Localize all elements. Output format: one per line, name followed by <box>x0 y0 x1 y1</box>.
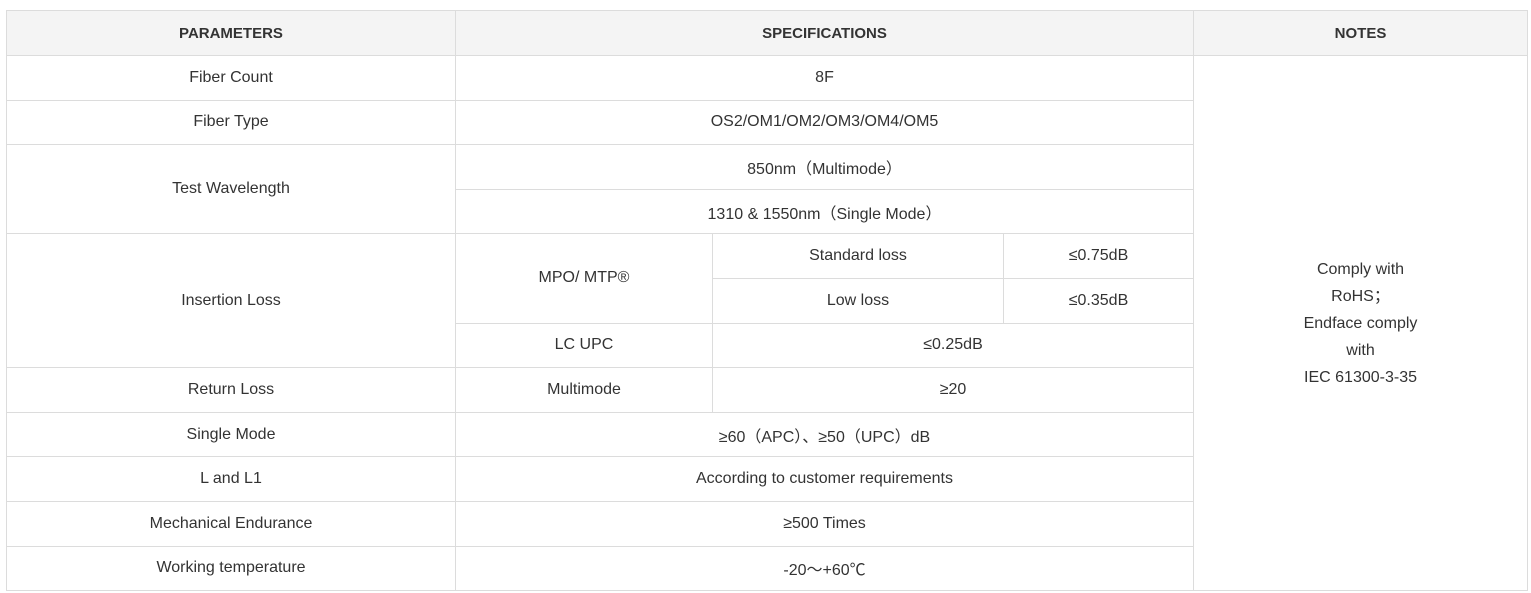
param-label: Return Loss <box>6 367 456 413</box>
spec-value: -20～+60℃ <box>454 545 1195 592</box>
sub-label: Multimode <box>455 367 713 413</box>
param-label: Fiber Count <box>6 55 456 101</box>
param-label: Test Wavelength <box>6 144 456 235</box>
spec-value: ≤0.75dB <box>1002 233 1195 279</box>
spec-value: 1310 & 1550nm（Single Mode） <box>454 188 1195 235</box>
spec-value: 8F <box>454 55 1195 101</box>
notes-line: Endface comply <box>1303 314 1418 332</box>
param-label: Mechanical Endurance <box>6 500 456 547</box>
notes-line: IEC 61300-3-35 <box>1304 368 1417 386</box>
spec-value: ≤0.35dB <box>1002 277 1195 324</box>
table-row: Working temperature -20～+60℃ <box>6 545 1528 592</box>
spec-value: ≤0.25dB <box>711 322 1195 369</box>
sub-label: MPO/ MTP® <box>455 233 713 324</box>
table-row: Fiber Count 8F Comply with RoHS； Endface… <box>6 54 1529 592</box>
param-label: Single Mode <box>6 411 456 458</box>
table-row: Fiber Type OS2/OM1/OM2/OM3/OM4/OM5 <box>6 99 1528 146</box>
header-row: PARAMETERS SPECIFICATIONS NOTES <box>6 10 1529 56</box>
param-label: L and L1 <box>6 456 456 502</box>
table-row: Mechanical Endurance ≥500 Times <box>6 500 1528 547</box>
spec-value: ≥60（APC）、≥50（UPC）dB <box>454 411 1195 458</box>
table-row: 1310 & 1550nm（Single Mode） <box>7 188 1528 235</box>
notes-cell: Comply with RoHS； Endface comply with IE… <box>1193 54 1529 592</box>
sub-label: Standard loss <box>712 233 1004 279</box>
table-row: L and L1 According to customer requireme… <box>6 456 1528 502</box>
notes-line: RoHS； <box>1331 287 1390 305</box>
param-label: Fiber Type <box>6 99 456 146</box>
table-row: LC UPC ≤0.25dB <box>7 322 1528 369</box>
spec-table: PARAMETERS SPECIFICATIONS NOTES Fiber Co… <box>6 10 1529 592</box>
header-parameters: PARAMETERS <box>6 10 456 56</box>
param-label: Insertion Loss <box>6 233 456 369</box>
spec-value: According to customer requirements <box>454 456 1195 502</box>
header-specifications: SPECIFICATIONS <box>454 10 1195 56</box>
table-row: Insertion Loss MPO/ MTP® Standard loss ≤… <box>6 233 1528 369</box>
notes-line: Comply with <box>1316 260 1405 278</box>
sub-label: LC UPC <box>455 322 713 369</box>
param-label: Working temperature <box>6 545 456 592</box>
sub-label: Low loss <box>712 277 1004 324</box>
table-row: Low loss ≤0.35dB <box>7 277 1528 324</box>
table-row: Return Loss Multimode ≥20 <box>6 367 1528 413</box>
notes-line: with <box>1346 341 1375 359</box>
spec-value: 850nm（Multimode） <box>454 144 1195 190</box>
header-notes: NOTES <box>1193 10 1529 56</box>
spec-value: OS2/OM1/OM2/OM3/OM4/OM5 <box>454 99 1195 146</box>
table-row: Single Mode ≥60（APC）、≥50（UPC）dB <box>6 411 1528 458</box>
spec-value: ≥20 <box>711 367 1195 413</box>
spec-value: ≥500 Times <box>454 500 1195 547</box>
